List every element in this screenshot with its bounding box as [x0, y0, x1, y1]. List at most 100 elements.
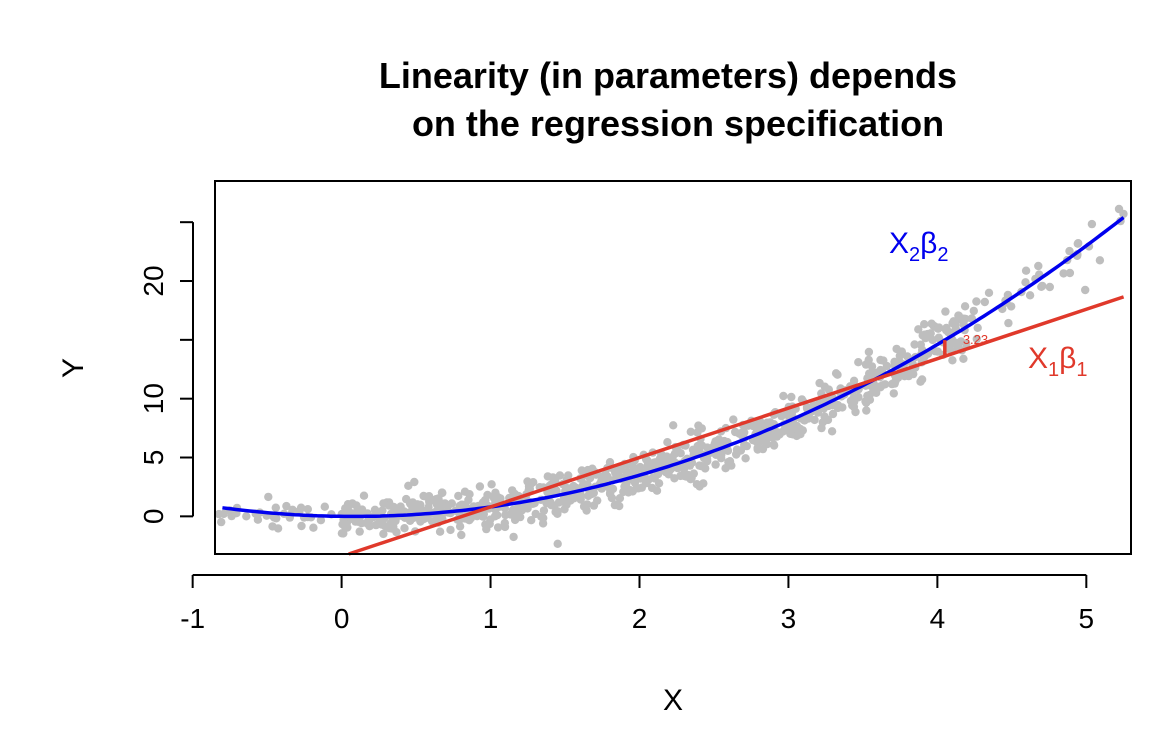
scatter-point — [756, 437, 765, 446]
scatter-point — [693, 441, 702, 451]
scatter-point — [410, 477, 419, 487]
scatter-point — [972, 334, 981, 344]
scatter-point — [400, 524, 409, 533]
scatter-point — [508, 506, 517, 516]
scatter-point — [1025, 291, 1035, 300]
scatter-point — [309, 523, 318, 532]
scatter-point — [622, 467, 632, 477]
scatter-point — [508, 486, 517, 495]
scatter-point — [792, 431, 801, 441]
quadratic-fit-curve — [222, 216, 1125, 519]
scatter-point — [903, 368, 913, 378]
scatter-point — [496, 494, 505, 503]
x-tick-label: 2 — [632, 603, 648, 634]
scatter-point — [770, 429, 779, 438]
scatter-point — [732, 445, 742, 454]
scatter-point — [652, 486, 662, 495]
scatter-point — [725, 457, 735, 466]
scatter-point — [710, 439, 719, 448]
scatter-point — [1114, 204, 1124, 214]
scatter-point — [1073, 239, 1083, 248]
scatter-point — [422, 492, 432, 502]
scatter-point — [820, 382, 829, 391]
scatter-point — [242, 512, 251, 521]
scatter-point — [553, 539, 562, 548]
scatter-point — [371, 520, 381, 530]
scatter-point — [1021, 278, 1030, 287]
scatter-point — [831, 369, 841, 378]
scatter-point — [459, 500, 468, 510]
scatter-point — [587, 489, 596, 499]
scatter-point — [948, 356, 957, 365]
scatter-point — [1095, 256, 1105, 265]
scatter-point — [779, 391, 788, 401]
scatter-point — [1004, 318, 1013, 328]
scatter-point — [214, 509, 224, 519]
plot-frame — [214, 180, 1132, 555]
scatter-point — [686, 427, 695, 436]
x-tick-label: 5 — [1079, 603, 1095, 634]
scatter-point — [667, 454, 676, 463]
scatter-point — [1059, 269, 1068, 278]
scatter-point — [553, 509, 562, 518]
scatter-point — [264, 492, 273, 502]
scatter-point — [864, 347, 874, 357]
scatter-point — [942, 323, 951, 333]
scatter-point — [694, 421, 703, 430]
scatter-point — [359, 491, 369, 500]
scatter-point — [918, 331, 927, 340]
scatter-point — [297, 521, 306, 531]
scatter-point — [386, 519, 396, 528]
scatter-point — [787, 392, 796, 402]
scatter-point — [741, 454, 750, 463]
scatter-point — [1065, 246, 1074, 256]
scatter-point — [687, 473, 696, 483]
scatter-point — [316, 516, 326, 525]
x-tick-label: 1 — [483, 603, 499, 634]
y-tick-label: 5 — [138, 450, 169, 466]
scatter-point — [692, 480, 702, 489]
scatter-point — [271, 503, 280, 512]
scatter-point — [717, 454, 726, 463]
scatter-point — [615, 494, 625, 503]
scatter-point — [437, 488, 447, 497]
scatter-point — [490, 512, 500, 521]
scatter-point — [379, 529, 388, 539]
scatter-point — [1007, 302, 1016, 311]
linear-label-beta: β — [1059, 342, 1076, 375]
linear-label-sub2: 1 — [1076, 359, 1087, 381]
scatter-point — [854, 358, 863, 367]
scatter-point — [763, 431, 773, 441]
x-axis: -1 0 1 2 3 4 5 — [180, 574, 1095, 634]
residual-label: 3.23 — [963, 332, 988, 347]
scatter-point — [475, 482, 485, 491]
scatter-point — [446, 525, 455, 535]
y-axis-label: Y — [57, 358, 90, 378]
scatter-point — [828, 409, 838, 419]
scatter-point — [669, 421, 678, 430]
scatter-point — [510, 515, 520, 525]
scatter-point — [876, 355, 885, 365]
scatter-point — [920, 320, 929, 329]
scatter-point — [800, 416, 809, 425]
quadratic-fit-label: X2β2 — [889, 227, 949, 266]
scatter-point — [457, 530, 466, 540]
scatter-point — [454, 491, 463, 501]
scatter-point — [890, 379, 899, 388]
scatter-point — [1087, 219, 1097, 229]
scatter-point — [762, 440, 772, 449]
scatter-point — [959, 314, 968, 323]
scatter-point — [820, 412, 829, 421]
scatter-point — [749, 421, 758, 430]
scatter-point — [769, 441, 779, 450]
scatter-point — [865, 395, 875, 404]
scatter-point — [564, 484, 573, 493]
scatter-points — [214, 204, 1128, 548]
x-tick-label: -1 — [180, 603, 205, 634]
linear-fit-label: X1β1 — [1028, 342, 1088, 381]
scatter-point — [973, 323, 982, 332]
scatter-point — [693, 428, 702, 437]
scatter-point — [673, 446, 682, 455]
scatter-point — [531, 509, 540, 519]
